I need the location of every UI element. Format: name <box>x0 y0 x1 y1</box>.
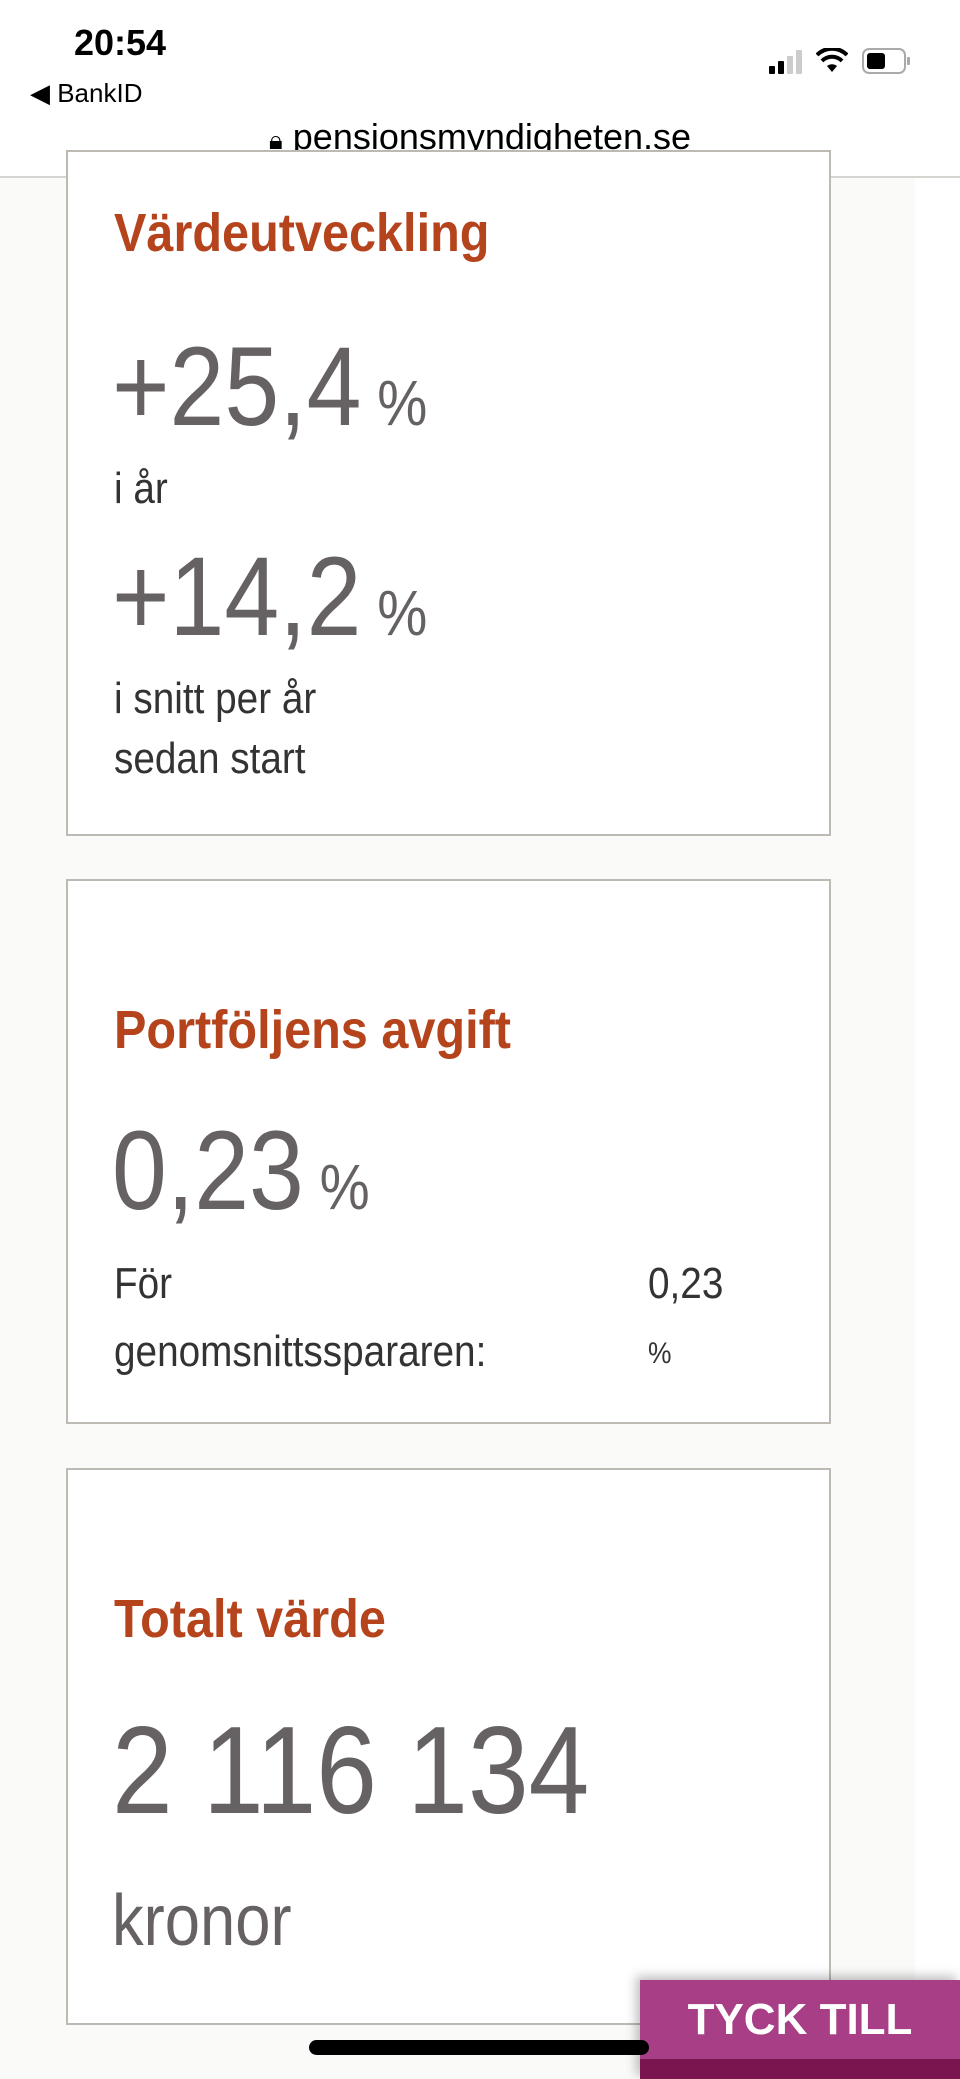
status-icons <box>769 48 912 74</box>
average-saver-label-1: För <box>114 1259 173 1308</box>
clock: 20:54 <box>74 22 167 63</box>
feedback-button[interactable]: TYCK TILL <box>640 1980 960 2079</box>
total-value-card: Totalt värde 2 116 134 kronor <box>66 1468 831 2025</box>
portfolio-fee-card: Portföljens avgift 0,23% För genomsnitts… <box>66 879 831 1424</box>
wifi-icon <box>816 48 848 72</box>
value-development-card: Värdeutveckling +25,4% i år +14,2% i sni… <box>66 150 831 836</box>
signal-icon <box>769 50 802 74</box>
average-saver-value: 0,23 <box>648 1259 724 1308</box>
this-year-label: i år <box>114 464 168 513</box>
fee-value: 0,23% <box>112 1108 370 1233</box>
average-value: +14,2% <box>112 534 428 659</box>
average-saver-unit: % <box>648 1337 672 1370</box>
back-triangle-icon: ◀ <box>30 78 58 108</box>
card-title: Värdeutveckling <box>114 203 490 263</box>
card-title: Totalt värde <box>114 1589 386 1649</box>
home-indicator[interactable] <box>309 2040 649 2055</box>
back-app-label: BankID <box>57 78 143 108</box>
average-label-1: i snitt per år <box>114 674 317 723</box>
total-unit: kronor <box>112 1881 292 1961</box>
page-gutter <box>915 178 960 2079</box>
lock-icon: 🔒︎ <box>268 125 283 155</box>
average-saver-label-2: genomsnittsspararen: <box>114 1327 487 1376</box>
total-value: 2 116 134 <box>112 1702 590 1840</box>
this-year-value: +25,4% <box>112 324 428 449</box>
battery-icon <box>862 48 910 74</box>
card-title: Portföljens avgift <box>114 1000 511 1060</box>
average-label-2: sedan start <box>114 734 306 783</box>
back-to-app-link[interactable]: ◀ BankID <box>30 78 142 109</box>
